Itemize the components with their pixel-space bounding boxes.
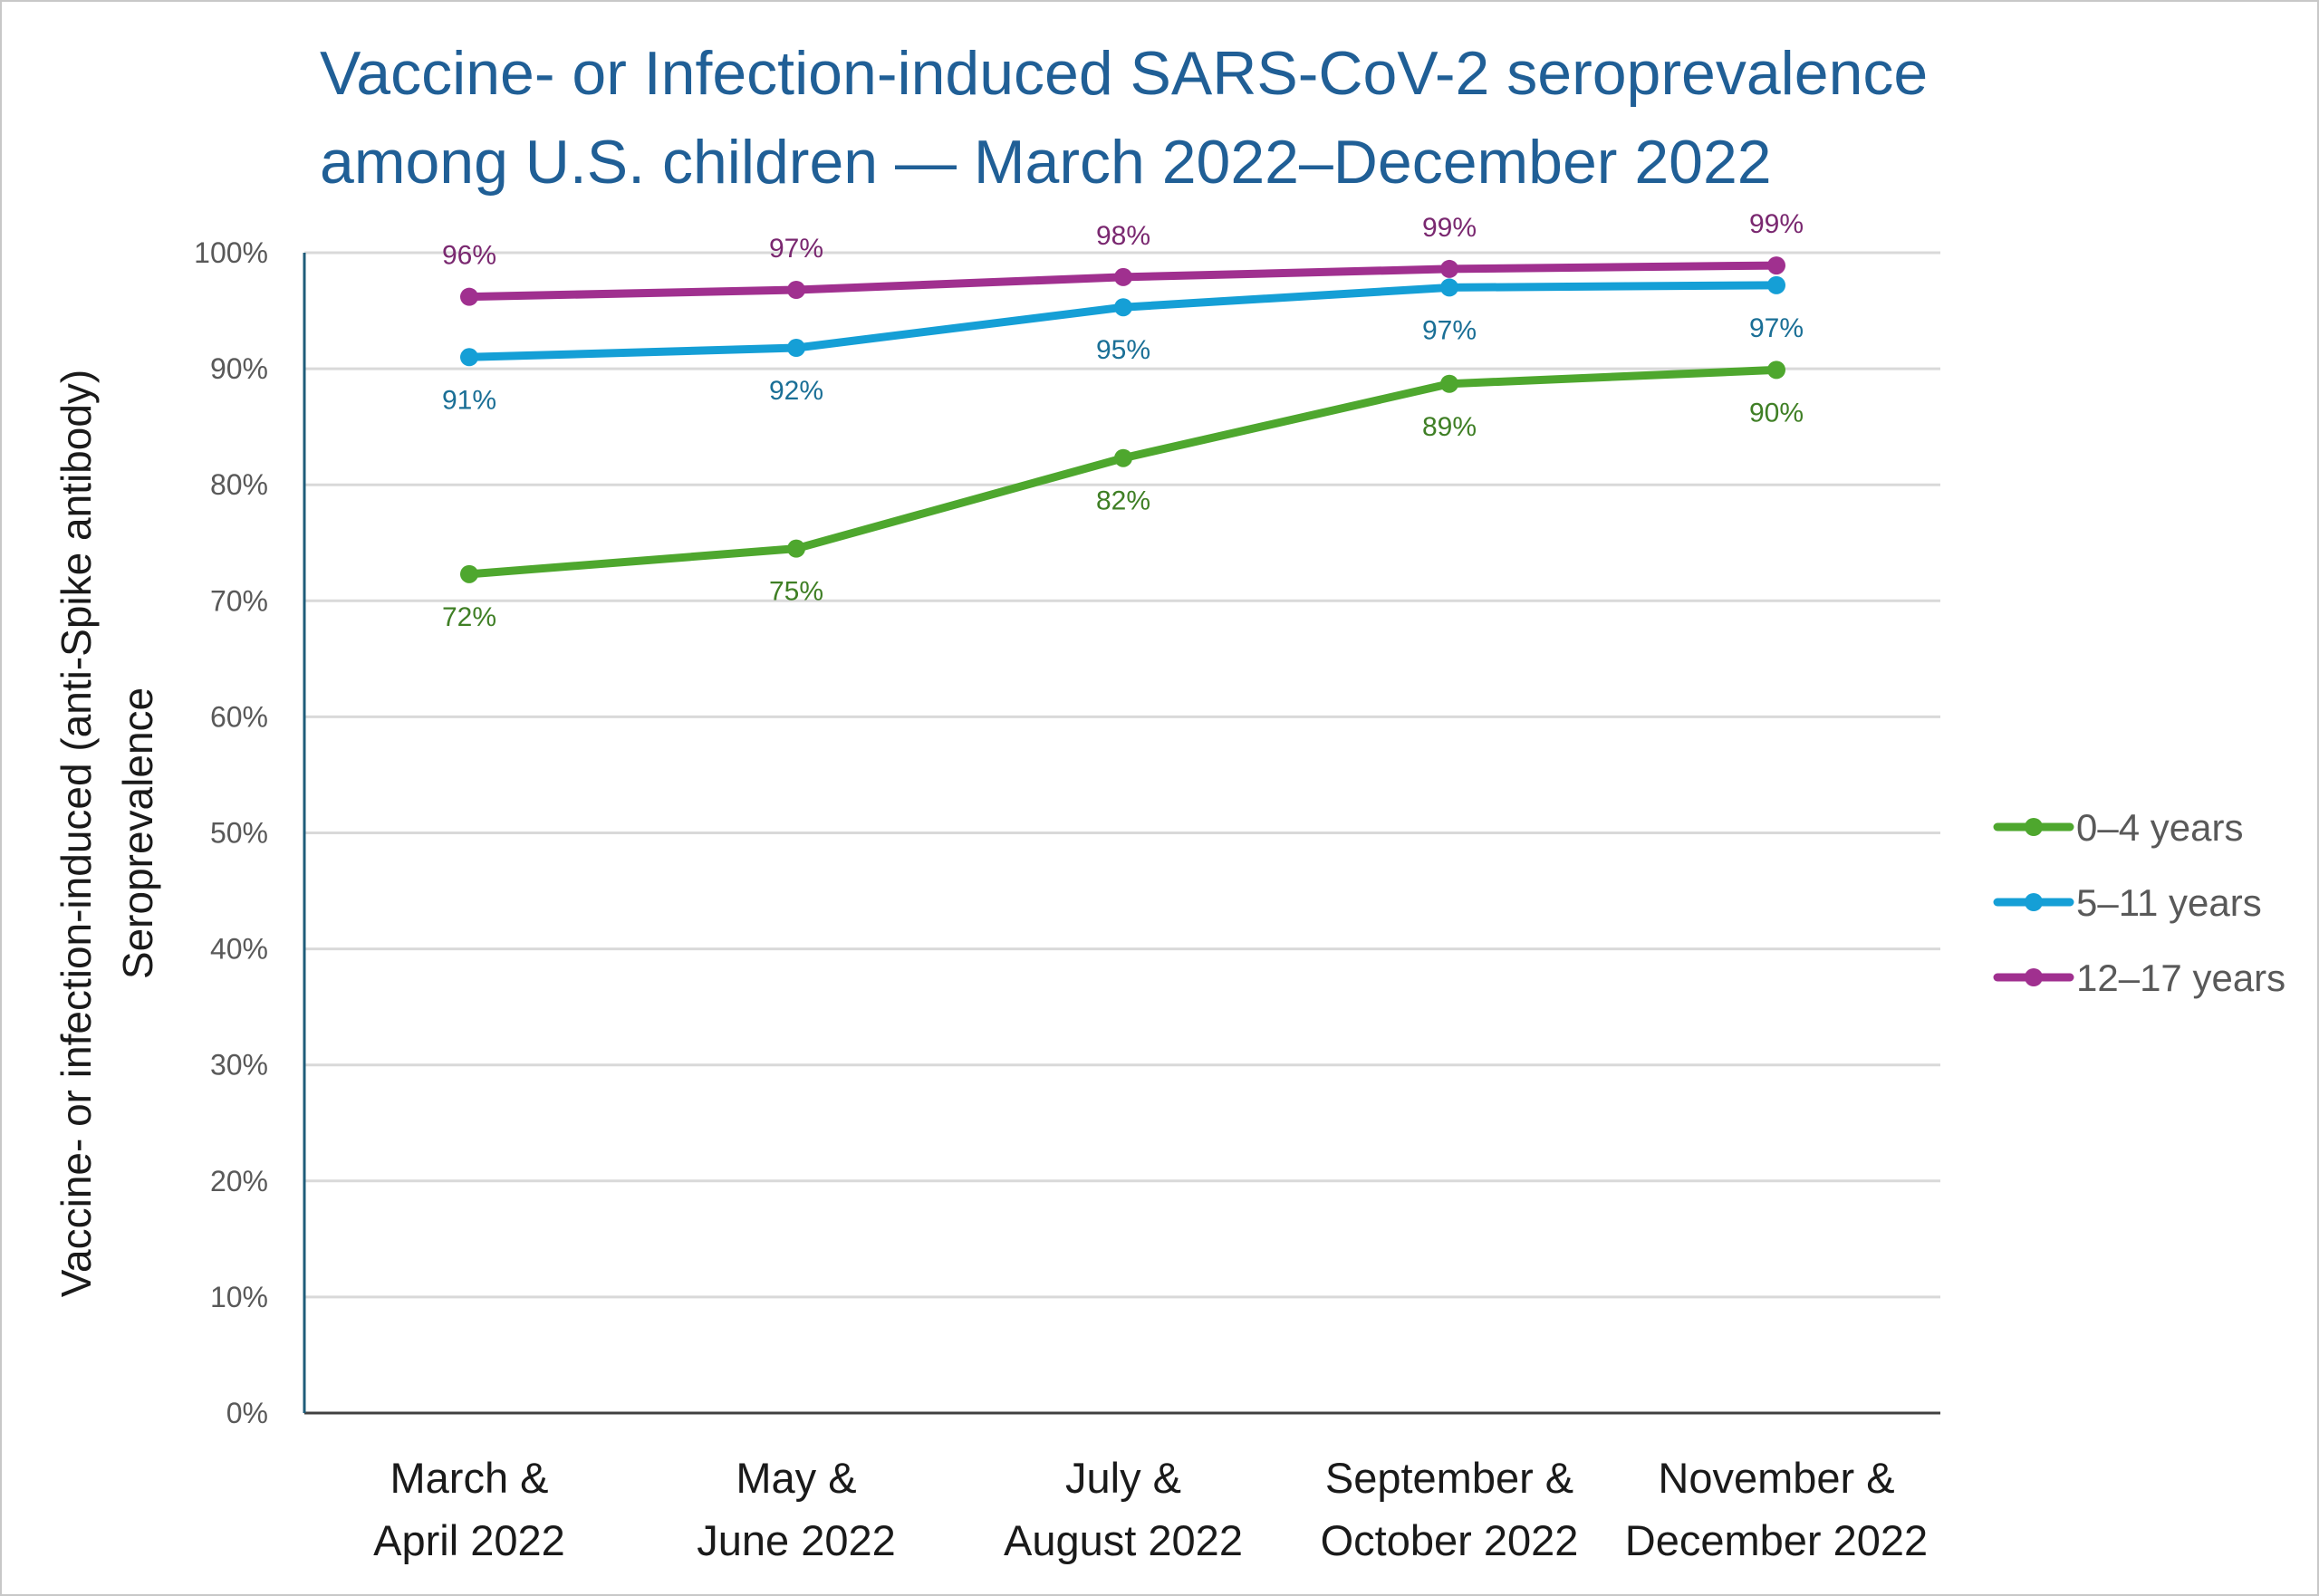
data-label: 96% (442, 241, 496, 271)
y-tick-label: 60% (210, 700, 268, 733)
data-label: 99% (1422, 213, 1477, 243)
chart-title-line-2: among U.S. children — March 2022–Decembe… (320, 128, 1772, 197)
x-tick-label: September & (1325, 1454, 1573, 1502)
x-tick-label: October 2022 (1321, 1516, 1579, 1564)
y-tick-label: 0% (226, 1397, 268, 1429)
y-tick-label: 70% (210, 584, 268, 617)
data-label: 89% (1422, 412, 1477, 442)
data-label: 97% (769, 234, 823, 264)
data-label: 72% (442, 602, 496, 632)
y-tick-label: 100% (194, 236, 268, 269)
y-axis-title: Vaccine- or infection-induced (anti-Spik… (53, 370, 161, 1297)
series-line-0 (468, 365, 1777, 579)
data-label: 92% (769, 376, 823, 406)
y-axis-title-line: Seroprevalence (114, 687, 161, 979)
y-axis-title-line: Vaccine- or infection-induced (anti-Spik… (53, 370, 100, 1297)
chart-title: Vaccine- or Infection-induced SARS-CoV-2… (320, 29, 1928, 207)
data-label: 75% (769, 577, 823, 607)
data-point (1767, 275, 1785, 294)
y-tick-label: 40% (210, 933, 268, 966)
legend-marker (2025, 968, 2043, 986)
data-point (1114, 298, 1132, 317)
y-tick-label: 10% (210, 1281, 268, 1313)
x-tick-label: June 2022 (697, 1516, 896, 1564)
y-tick-label: 20% (210, 1165, 268, 1197)
legend-label: 0–4 years (2076, 806, 2243, 849)
legend-marker (2025, 893, 2043, 911)
data-label: 99% (1749, 209, 1804, 239)
y-tick-label: 30% (210, 1049, 268, 1082)
data-point (1440, 278, 1458, 297)
legend-marker (2025, 818, 2043, 836)
legend-label: 12–17 years (2076, 957, 2285, 999)
x-tick-label: May & (736, 1454, 856, 1502)
data-label: 97% (1422, 315, 1477, 345)
x-tick-label: April 2022 (373, 1516, 565, 1564)
chart-title-line-1: Vaccine- or Infection-induced SARS-CoV-2… (320, 39, 1929, 108)
data-point (787, 539, 805, 558)
data-point (1114, 448, 1132, 467)
data-point (1767, 256, 1785, 275)
data-point (1114, 267, 1132, 286)
y-tick-label: 50% (210, 817, 268, 850)
data-point (787, 280, 805, 299)
y-tick-label: 90% (210, 352, 268, 385)
y-tick-label: 80% (210, 468, 268, 501)
legend-label: 5–11 years (2076, 881, 2262, 924)
data-label: 95% (1096, 335, 1150, 365)
data-point (1440, 259, 1458, 278)
data-label: 82% (1096, 486, 1150, 516)
data-label: 98% (1096, 221, 1150, 251)
x-tick-label: March & (390, 1454, 549, 1502)
x-tick-label: August 2022 (1004, 1516, 1243, 1564)
data-label: 97% (1749, 313, 1804, 343)
data-point (460, 348, 478, 367)
data-label: 91% (442, 385, 496, 415)
x-tick-label: July & (1065, 1454, 1181, 1502)
data-point (460, 564, 478, 583)
data-point (460, 287, 478, 306)
data-point (1767, 361, 1785, 380)
x-tick-label: November & (1658, 1454, 1894, 1502)
data-label: 90% (1749, 398, 1804, 428)
x-tick-label: December 2022 (1625, 1516, 1928, 1564)
data-point (1440, 374, 1458, 393)
data-point (787, 339, 805, 358)
